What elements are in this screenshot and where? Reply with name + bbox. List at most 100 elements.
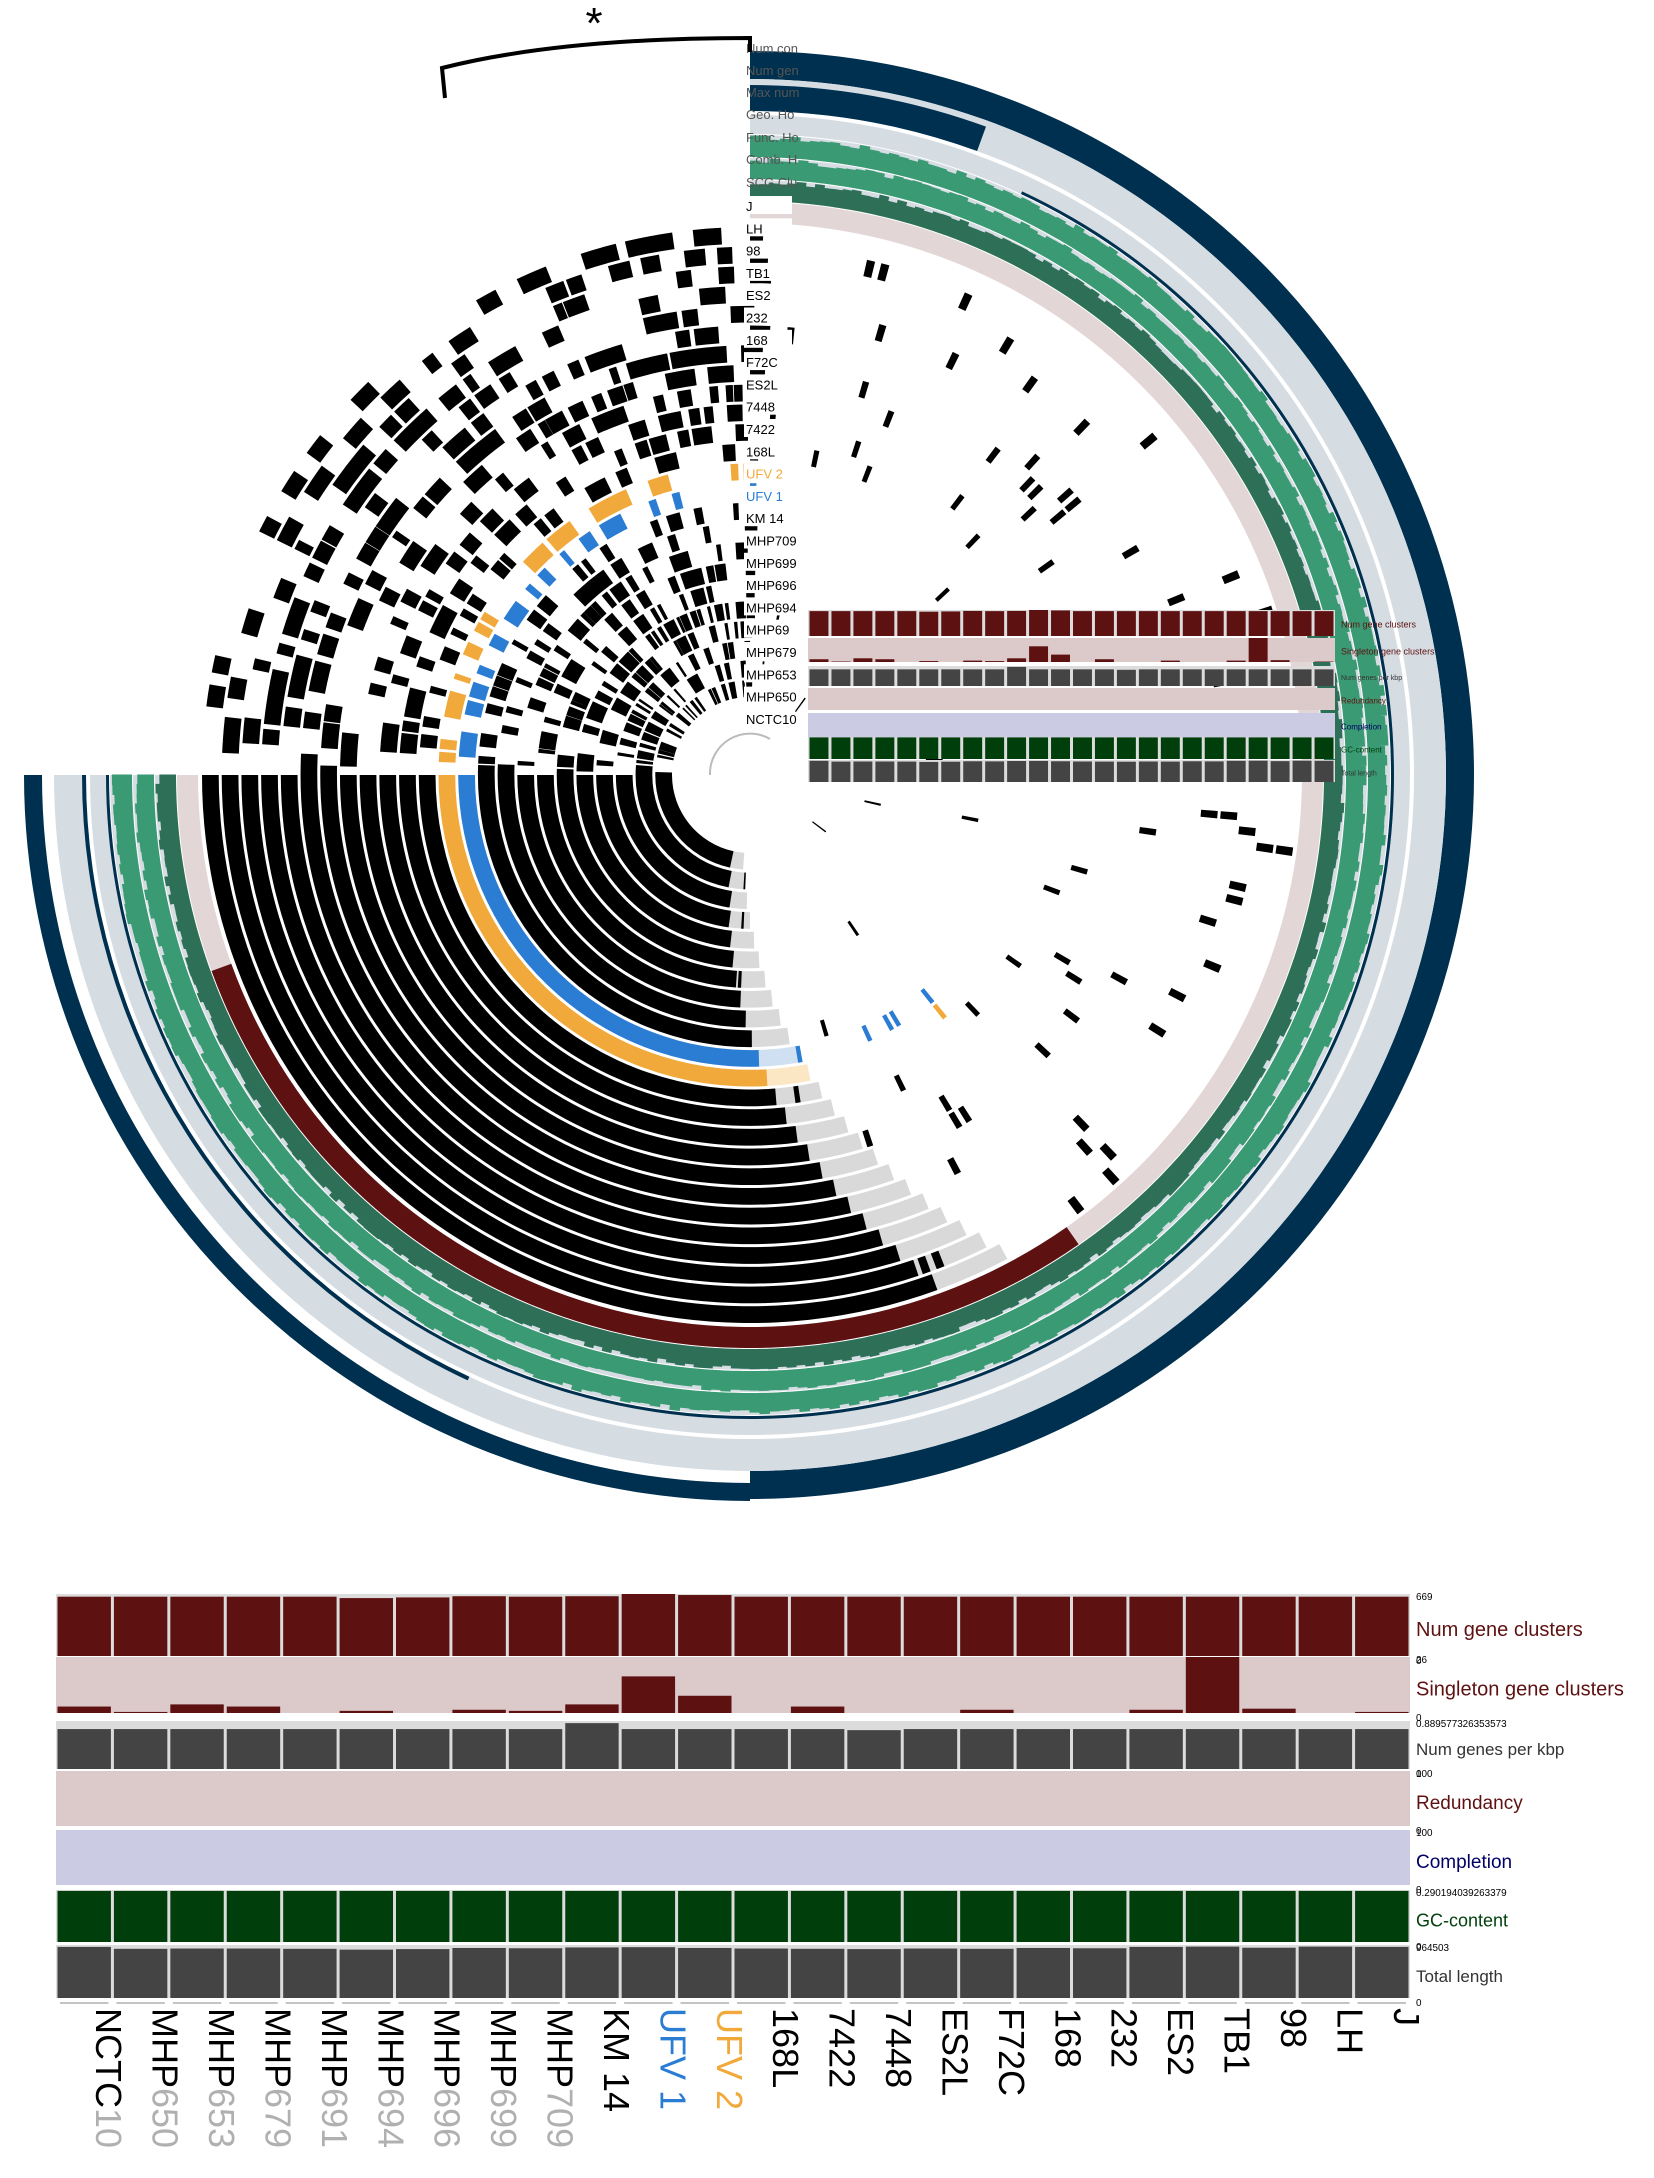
row-min-label: 0 <box>1416 1656 1422 1667</box>
genome-label-bg <box>744 485 792 504</box>
panel-bar <box>875 737 895 759</box>
panel-bar <box>396 1890 450 1942</box>
panel-bar <box>960 1729 1014 1769</box>
panel-row-bg <box>808 688 1335 710</box>
genome-ring-accessory <box>596 621 753 767</box>
genome-label: 98 <box>746 244 760 259</box>
panel-bar <box>1185 1729 1240 1769</box>
panel-bar <box>57 1729 111 1769</box>
circular-pangenome <box>24 51 1474 1501</box>
panel-bar <box>985 713 1005 737</box>
panel-bar <box>1051 610 1070 636</box>
panel-bar <box>452 1709 506 1713</box>
genome-label: KM 14 <box>746 511 784 526</box>
panel-bar <box>621 1676 676 1713</box>
genome-label-bg <box>744 419 792 437</box>
panel-bar <box>1182 713 1202 737</box>
panel-bar <box>283 1729 337 1769</box>
genome-ring-core <box>477 775 752 1048</box>
panel-bar <box>1226 737 1246 759</box>
panel-bar <box>853 761 873 782</box>
panel-bar <box>1138 611 1158 636</box>
panel-bar <box>1270 713 1290 737</box>
category-label: MHP679 <box>257 2008 298 2148</box>
panel-bar <box>734 1596 788 1656</box>
panel-bar <box>941 761 961 782</box>
genome-label-bg <box>744 196 792 214</box>
panel-bar <box>1270 761 1290 782</box>
category-label: J <box>1386 2008 1427 2026</box>
panel-bar <box>1129 1596 1183 1656</box>
panel-bar <box>57 1830 111 1885</box>
panel-bar <box>1226 660 1246 662</box>
genome-label: ES2 <box>746 288 771 303</box>
panel-bar <box>897 713 917 737</box>
genome-ring-core <box>596 775 731 928</box>
genome-label: MHP694 <box>746 600 797 615</box>
panel-bar <box>1160 611 1180 636</box>
panel-bar <box>1051 654 1070 662</box>
genome-label: MHP650 <box>746 690 797 705</box>
row-title: Redundancy <box>1416 1793 1523 1814</box>
panel-bar <box>985 761 1005 782</box>
panel-bar <box>452 1890 506 1942</box>
genome-label-bg <box>744 352 792 371</box>
panel-bar <box>1185 1946 1240 1998</box>
panel-bar <box>57 1890 111 1942</box>
panel-bar <box>847 1730 901 1769</box>
panel-bar <box>508 1710 563 1713</box>
panel-bar <box>1007 610 1027 636</box>
genome-ring-core <box>576 775 732 948</box>
row-title: Num gene clusters <box>1341 619 1417 629</box>
panel-bar <box>1051 761 1070 782</box>
panel-bar <box>1314 760 1334 782</box>
panel-bar <box>1314 737 1334 759</box>
panel-bar <box>283 1890 337 1942</box>
panel-bar <box>226 1729 281 1769</box>
genome-ring-marks <box>847 757 943 937</box>
panel-bar <box>1292 760 1312 782</box>
ring-num-genes-core <box>750 85 986 152</box>
genome-label-bg <box>744 708 792 727</box>
panel-bar <box>1242 1729 1296 1769</box>
panel-bar <box>1007 713 1027 737</box>
panel-bar <box>963 660 983 662</box>
row-title: Singleton gene clusters <box>1341 646 1435 656</box>
panel-bar <box>903 1948 958 1998</box>
panel-bar <box>1094 659 1114 662</box>
row-title: Completion <box>1416 1852 1512 1873</box>
panel-bar <box>853 611 873 636</box>
panel-bar <box>963 610 983 636</box>
category-label: F72C <box>991 2008 1032 2096</box>
row-title: Singleton gene clusters <box>1416 1679 1624 1701</box>
panel-bar <box>508 1890 563 1942</box>
panel-bar <box>565 1890 619 1942</box>
panel-bar <box>621 1947 676 1998</box>
panel-bar <box>1248 713 1268 737</box>
panel-bar <box>1094 761 1114 782</box>
panel-bar <box>1073 713 1092 737</box>
panel-bar <box>1051 713 1070 737</box>
category-label: MHP650 <box>145 2008 186 2148</box>
panel-bar <box>875 713 895 737</box>
panel-bar <box>565 1596 619 1656</box>
panel-bar <box>678 1595 732 1656</box>
panel-bar <box>1094 611 1114 636</box>
panel-bar <box>809 611 829 636</box>
panel-bar <box>396 1949 450 1998</box>
panel-row-bg <box>56 1657 1410 1713</box>
panel-bar <box>339 1710 393 1713</box>
panel-bar <box>919 737 939 759</box>
row-max-label: 100 <box>1416 1769 1433 1780</box>
panel-bar <box>1298 1830 1353 1885</box>
panel-bar <box>283 1596 337 1656</box>
panel-bar <box>678 1890 732 1942</box>
category-label: ES2L <box>934 2008 975 2096</box>
genome-label-bg <box>744 597 792 616</box>
genome-ring-accessory <box>538 562 756 755</box>
panel-bar <box>1270 737 1290 759</box>
genome-label: MHP709 <box>746 534 797 549</box>
genome-label-bg <box>744 552 792 571</box>
category-label: TB1 <box>1217 2008 1258 2074</box>
category-label: 168 <box>1047 2008 1088 2068</box>
